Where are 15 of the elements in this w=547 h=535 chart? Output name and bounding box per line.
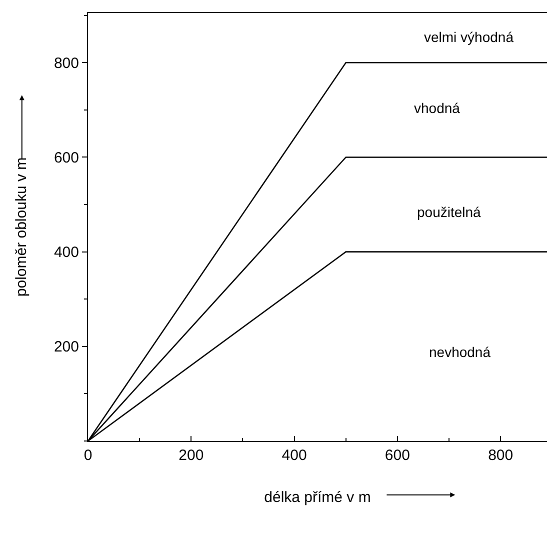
annotation: použitelná	[417, 204, 482, 220]
y-tick-label: 400	[54, 244, 79, 262]
x-tick-label: 0	[84, 447, 92, 464]
annotation: vhodná	[414, 100, 460, 116]
y-tick-label: 600	[54, 149, 79, 166]
x-tick-label: 200	[178, 447, 204, 464]
x-tick-label: 800	[488, 447, 514, 464]
y-tick-label: 800	[54, 54, 79, 72]
y-tick-label: 200	[54, 338, 79, 356]
annotation: nevhodná	[429, 344, 491, 360]
annotation: velmi výhodná	[424, 29, 514, 45]
x-tick-label: 600	[384, 447, 410, 464]
x-tick-label: 400	[282, 447, 307, 464]
x-axis-title: délka přímé v m	[264, 489, 371, 506]
y-axis-title: poloměr oblouku v m	[13, 157, 30, 297]
